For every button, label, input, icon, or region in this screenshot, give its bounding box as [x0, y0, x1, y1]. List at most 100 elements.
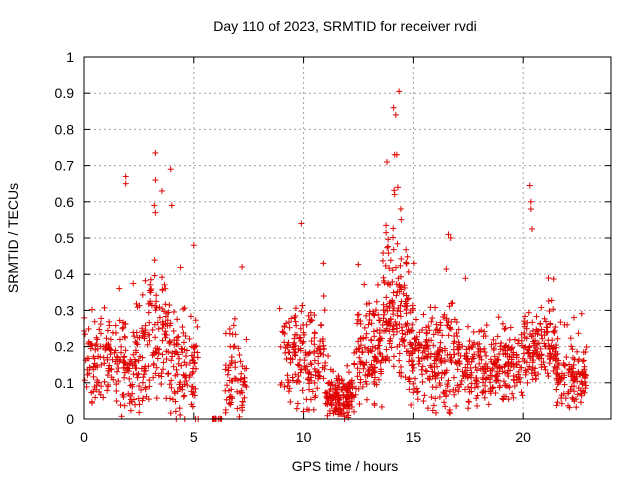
- data-point: [372, 307, 379, 314]
- data-point: [151, 202, 158, 209]
- data-point: [379, 321, 386, 328]
- data-point: [443, 315, 450, 322]
- data-point: [579, 358, 586, 365]
- data-point: [482, 382, 489, 389]
- y-tick-label: 0.9: [55, 85, 75, 101]
- data-point: [380, 301, 387, 308]
- data-point: [390, 289, 397, 296]
- data-point: [368, 361, 375, 368]
- data-point: [391, 187, 398, 194]
- data-point: [336, 410, 343, 417]
- data-point: [459, 343, 466, 350]
- data-point: [410, 260, 417, 267]
- data-point: [292, 352, 299, 359]
- data-point: [481, 394, 488, 401]
- data-point: [524, 319, 531, 326]
- data-point: [455, 326, 462, 333]
- data-point: [492, 340, 499, 347]
- data-point: [176, 381, 183, 388]
- data-point: [312, 372, 319, 379]
- data-point: [384, 353, 391, 360]
- data-point: [446, 406, 453, 413]
- data-point: [351, 349, 358, 356]
- data-point: [474, 383, 481, 390]
- data-point: [444, 351, 451, 358]
- data-point: [434, 326, 441, 333]
- data-point: [398, 216, 405, 223]
- data-point: [398, 363, 405, 370]
- data-point: [117, 349, 124, 356]
- data-point: [569, 369, 576, 376]
- data-point: [339, 386, 346, 393]
- data-point: [293, 405, 300, 412]
- data-point: [302, 352, 309, 359]
- data-point: [158, 373, 165, 380]
- data-point: [497, 343, 504, 350]
- data-point: [297, 345, 304, 352]
- data-point: [529, 366, 536, 373]
- data-point: [569, 394, 576, 401]
- data-point: [476, 354, 483, 361]
- data-point: [178, 362, 185, 369]
- data-point: [428, 318, 435, 325]
- data-point: [343, 393, 350, 400]
- data-point: [104, 327, 111, 334]
- data-point: [194, 323, 201, 330]
- data-point: [426, 327, 433, 334]
- data-point: [300, 329, 307, 336]
- data-point: [447, 357, 454, 364]
- data-point: [503, 382, 510, 389]
- data-point: [356, 369, 363, 376]
- data-point: [240, 378, 247, 385]
- data-point: [403, 246, 410, 253]
- data-point: [332, 389, 339, 396]
- data-point: [112, 322, 119, 329]
- data-point: [538, 351, 545, 358]
- data-point: [489, 384, 496, 391]
- data-point: [133, 340, 140, 347]
- data-point: [130, 329, 137, 336]
- data-point: [371, 374, 378, 381]
- data-point: [147, 298, 154, 305]
- data-point: [237, 358, 244, 365]
- data-point: [234, 405, 241, 412]
- data-point: [522, 313, 529, 320]
- data-point: [482, 368, 489, 375]
- data-point: [495, 356, 502, 363]
- data-point: [311, 379, 318, 386]
- data-point: [146, 331, 153, 338]
- data-point: [147, 276, 154, 283]
- data-point: [355, 311, 362, 318]
- data-point: [161, 281, 168, 288]
- data-point: [376, 349, 383, 356]
- data-point: [191, 392, 198, 399]
- data-point: [316, 343, 323, 350]
- data-point: [568, 343, 575, 350]
- data-point: [386, 328, 393, 335]
- data-point: [395, 184, 402, 191]
- data-point: [554, 350, 561, 357]
- data-point: [434, 351, 441, 358]
- data-point: [325, 352, 332, 359]
- data-point: [561, 381, 568, 388]
- data-point: [403, 300, 410, 307]
- data-point: [159, 274, 166, 281]
- data-point: [429, 407, 436, 414]
- data-point: [390, 331, 397, 338]
- data-point: [463, 371, 470, 378]
- data-point: [292, 305, 299, 312]
- data-point: [533, 351, 540, 358]
- data-point: [330, 385, 337, 392]
- data-point: [394, 307, 401, 314]
- data-point: [128, 396, 135, 403]
- data-point: [85, 325, 92, 332]
- data-point: [552, 324, 559, 331]
- data-point: [465, 405, 472, 412]
- data-point: [153, 364, 160, 371]
- data-point: [390, 225, 397, 232]
- data-point: [375, 376, 382, 383]
- data-point: [311, 365, 318, 372]
- data-point: [160, 366, 167, 373]
- data-point: [443, 392, 450, 399]
- data-point: [367, 336, 374, 343]
